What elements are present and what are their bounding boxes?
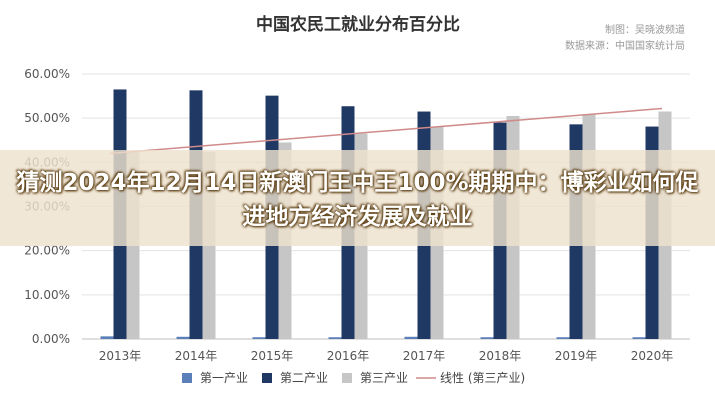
bar-1-6 (480, 337, 494, 339)
headline-text: 猜测2024年12月14日新澳门王中王100%期期中：博彩业如何促进地方经济发展… (16, 170, 699, 230)
y-tick-label: 60.00% (24, 67, 70, 81)
chart-maker-label: 制图：吴晓波频道 (605, 23, 685, 36)
legend-label: 第一产业 (200, 371, 248, 385)
legend: 第一产业 第二产业 第三产业 线性 (第三产业) (182, 371, 525, 385)
bar-1-5 (404, 336, 418, 339)
y-tick-label: 50.00% (24, 111, 70, 125)
trendline-path (109, 107, 663, 155)
y-tick-label: 0.00% (32, 332, 70, 346)
chart-source-label: 数据来源：中国国家统计局 (565, 39, 685, 52)
x-axis-ticks: 2013年 2014年 2015年 2016年 2017年 2018年 2019年 2020年 (99, 349, 674, 363)
bar-1-2 (176, 336, 190, 339)
y-tick-label: 20.00% (24, 244, 70, 258)
legend-label: 第三产业 (360, 371, 408, 385)
bar-1-4 (328, 337, 342, 339)
x-tick-label: 2013年 (99, 349, 142, 363)
bar-1-3 (252, 337, 266, 339)
x-tick-label: 2017年 (403, 349, 446, 363)
y-tick-label: 10.00% (24, 288, 70, 302)
headline-band (0, 150, 715, 246)
x-tick-label: 2016年 (327, 349, 370, 363)
x-tick-label: 2015年 (251, 349, 294, 363)
x-tick-label: 2019年 (555, 349, 598, 363)
legend-swatch (342, 373, 352, 383)
bar-1-1 (100, 336, 114, 339)
legend-label: 线性 (第三产业) (440, 371, 525, 385)
x-tick-label: 2014年 (175, 349, 218, 363)
legend-swatch (262, 373, 272, 383)
trendline (109, 107, 663, 155)
bar-1-8 (632, 337, 646, 339)
chart-title: 中国农民工就业分布百分比 (256, 14, 460, 35)
x-tick-label: 2018年 (479, 349, 522, 363)
legend-label: 第二产业 (280, 371, 328, 385)
x-tick-label: 2020年 (631, 349, 674, 363)
bar-1-7 (556, 337, 570, 339)
legend-swatch (182, 373, 192, 383)
